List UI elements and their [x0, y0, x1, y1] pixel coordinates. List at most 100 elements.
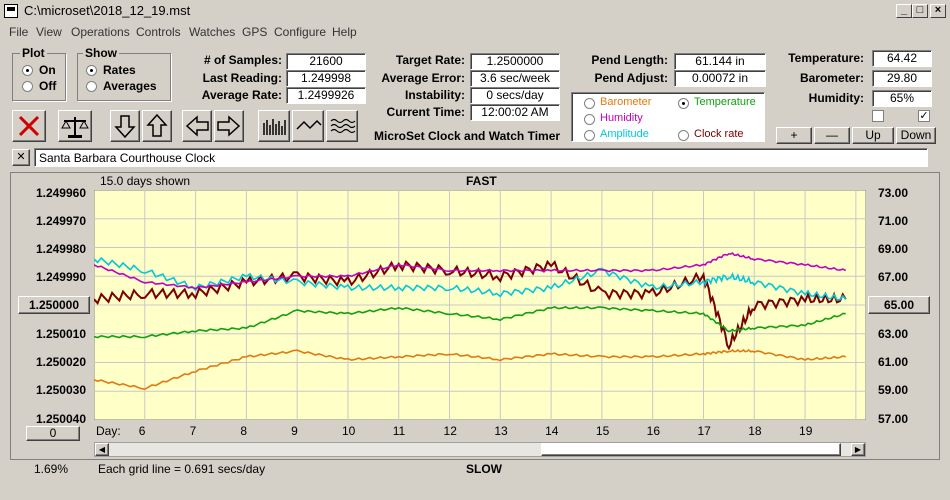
day-tick-label: 18 [748, 424, 762, 438]
day-tick-label: 9 [291, 424, 298, 438]
right-arrow-button[interactable] [214, 110, 244, 142]
day-tick-label: 11 [392, 424, 406, 438]
menu-operations[interactable]: Operations [71, 25, 130, 39]
bar-graph-button[interactable] [258, 110, 290, 142]
percent-label: 1.69% [34, 462, 69, 476]
menu-watches[interactable]: Watches [189, 25, 236, 39]
series-line-temperature [94, 306, 846, 339]
arrow-down-icon [114, 115, 136, 139]
pend-length-label: Pend Length: [591, 53, 668, 67]
sensor-temperature-radio[interactable] [678, 98, 689, 109]
left-tick-1: 1.249970 [35, 214, 86, 228]
offset-button[interactable]: 0 [26, 426, 80, 441]
center-env-button[interactable]: 65.00 [868, 296, 930, 314]
series-line-amplitude [94, 256, 847, 301]
show-rates-label: Rates [103, 63, 136, 77]
target-rate-label: Target Rate: [395, 53, 465, 67]
right-tick-3: 67.00 [877, 270, 908, 284]
clock-name-field[interactable]: Santa Barbara Courthouse Clock [34, 148, 928, 167]
menu-configure[interactable]: Configure [274, 25, 327, 39]
scroll-right-arrow-icon[interactable]: ▶ [851, 443, 865, 456]
left-tick-2: 1.249980 [35, 242, 86, 256]
menu-help[interactable]: Help [332, 25, 357, 39]
arrow-left-icon [185, 115, 209, 137]
day-tick-label: 8 [240, 424, 248, 438]
arrow-right-icon [217, 115, 241, 137]
day-tick-label: 17 [697, 424, 711, 438]
line-graph-button[interactable] [292, 110, 324, 142]
horizontal-scrollbar[interactable]: ◀ ▶ [94, 442, 866, 457]
maximize-button[interactable]: □ [912, 4, 928, 18]
zoom-in-button[interactable]: + [776, 127, 812, 144]
sensor-clockrate-radio[interactable] [678, 130, 689, 141]
current-time-value: 12:00:02 AM [470, 104, 560, 121]
right-tick-6: 61.00 [877, 355, 908, 369]
show-averages-radio[interactable] [86, 81, 97, 92]
sensor-humidity-radio[interactable] [584, 114, 595, 125]
pend-adjust-value: 0.00072 in [674, 70, 766, 87]
slow-label: SLOW [466, 462, 502, 476]
scrollbar-thumb[interactable] [541, 443, 841, 456]
left-arrow-button[interactable] [182, 110, 212, 142]
multi-line-button[interactable] [326, 110, 358, 142]
zoom-out-button[interactable]: — [814, 127, 850, 144]
checkbox-1[interactable] [872, 110, 884, 122]
arrow-up-icon [146, 113, 168, 137]
plot-off-radio[interactable] [22, 81, 33, 92]
scroll-up-button[interactable]: Up [852, 127, 894, 144]
app-caption: MicroSet Clock and Watch Timer [374, 129, 561, 143]
instability-value: 0 secs/day [470, 87, 560, 104]
close-window-button[interactable]: × [930, 4, 946, 18]
plot-on-radio[interactable] [22, 65, 33, 76]
current-time-label: Current Time: [386, 105, 465, 119]
plot-off-label: Off [39, 79, 57, 93]
chart-series [94, 252, 847, 391]
show-rates-radio[interactable] [86, 65, 97, 76]
left-tick-3: 1.249990 [35, 270, 86, 284]
center-rate-button[interactable]: 1.250000 [18, 296, 90, 314]
app-icon[interactable] [4, 4, 18, 18]
right-tick-8: 57.00 [877, 412, 908, 426]
line-graph-icon [296, 119, 322, 130]
series-line-humidity [94, 252, 847, 290]
balance-button[interactable] [58, 110, 92, 142]
down-arrow-button[interactable] [110, 110, 140, 142]
day-tick-label: 13 [494, 424, 508, 438]
left-tick-8: 1.250040 [35, 412, 86, 426]
stop-button[interactable] [12, 110, 46, 142]
chart-plot-area[interactable] [94, 190, 866, 420]
day-tick-label: 6 [138, 424, 146, 438]
sensor-temperature-label: Temperature [694, 96, 756, 108]
menu-gps[interactable]: GPS [242, 25, 268, 39]
left-tick-5: 1.250010 [35, 327, 86, 341]
checkbox-2[interactable]: ✓ [918, 110, 930, 122]
minimize-button[interactable]: _ [896, 4, 912, 18]
up-arrow-button[interactable] [142, 110, 172, 142]
sensor-amplitude-label: Amplitude [600, 128, 649, 140]
menu-bar: File View Operations Controls Watches GP… [0, 22, 950, 42]
day-tick-label: 16 [646, 424, 661, 438]
scale-icon [61, 117, 89, 138]
show-group-title: Show [83, 46, 119, 60]
chart-gridlines [94, 190, 866, 420]
scroll-down-button[interactable]: Down [896, 127, 936, 144]
sensor-barometer-radio[interactable] [584, 98, 595, 109]
clear-name-button[interactable]: ✕ [12, 149, 30, 166]
last-reading-label: Last Reading: [202, 71, 282, 85]
right-tick-0: 73.00 [877, 186, 908, 200]
barometer-value: 29.80 [872, 70, 932, 87]
menu-view[interactable]: View [36, 25, 62, 39]
scroll-left-arrow-icon[interactable]: ◀ [95, 443, 109, 456]
left-tick-0: 1.249960 [35, 186, 86, 200]
menu-file[interactable]: File [9, 25, 29, 39]
bar-graph-icon [263, 119, 286, 135]
pend-adjust-label: Pend Adjust: [594, 71, 668, 85]
day-tick-label: 12 [443, 424, 457, 438]
menu-controls[interactable]: Controls [136, 25, 181, 39]
sensor-barometer-label: Barometer [600, 96, 652, 108]
day-tick-label: 14 [545, 424, 559, 438]
sensor-amplitude-radio[interactable] [584, 130, 595, 141]
plot-on-label: On [39, 63, 56, 77]
temperature-label: Temperature: [788, 51, 864, 65]
right-tick-2: 69.00 [877, 242, 908, 256]
